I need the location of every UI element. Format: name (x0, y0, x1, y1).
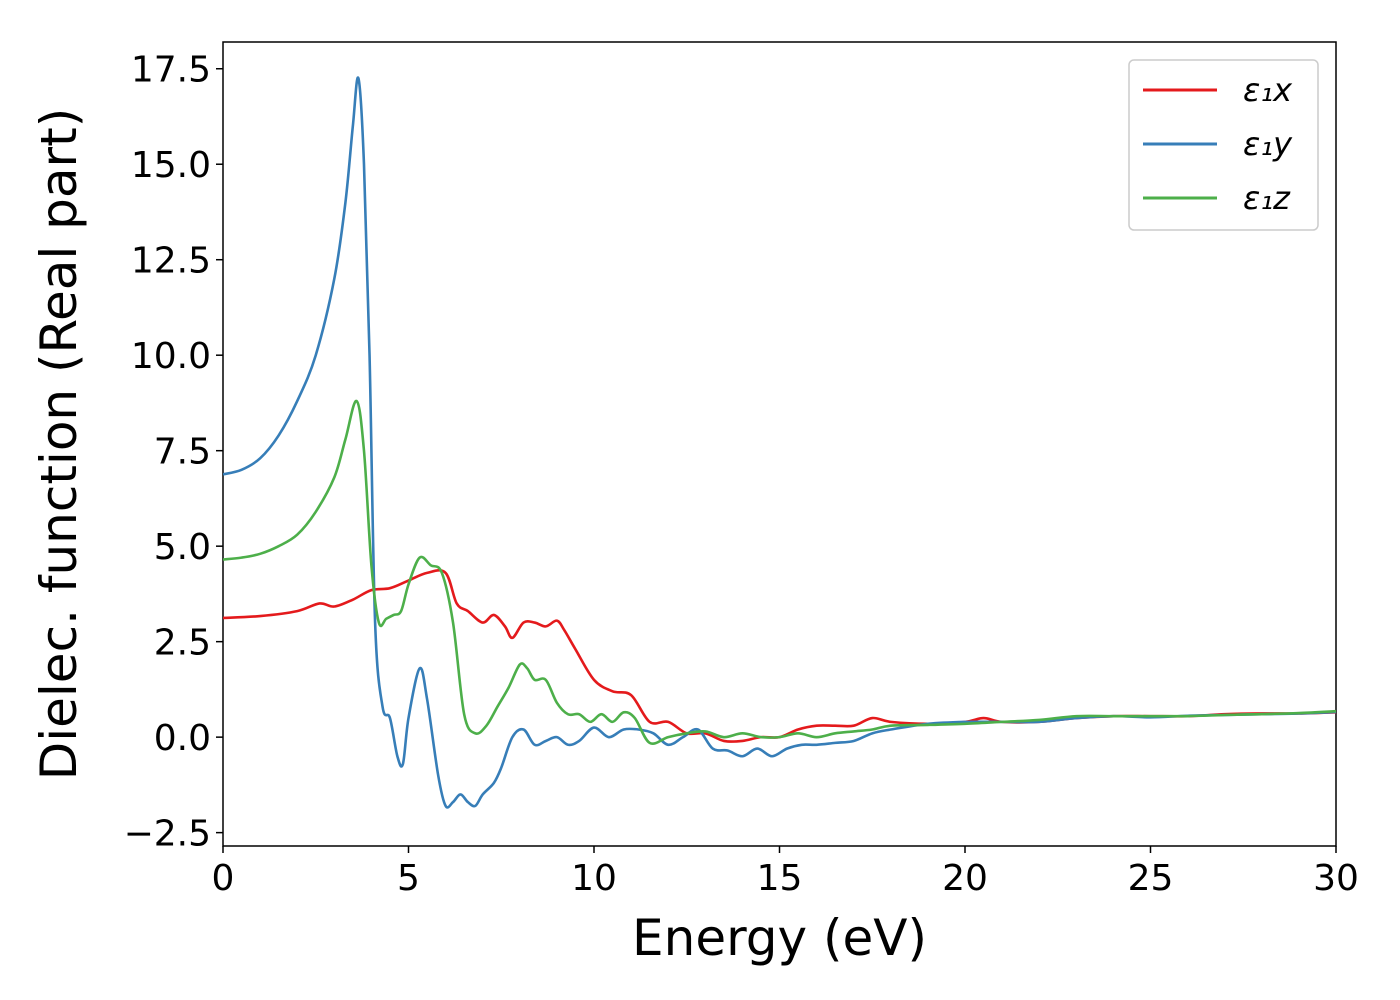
x-tick-label: 25 (1128, 858, 1174, 899)
x-tick-label: 10 (571, 858, 617, 899)
legend-label: ε₁y (1243, 125, 1293, 163)
y-tick-label: −2.5 (124, 814, 211, 855)
y-tick-label: 2.5 (154, 623, 211, 664)
series-line-2 (223, 76, 1336, 809)
x-tick-label: 5 (397, 858, 420, 899)
legend: ε₁x ε₁y ε₁z (1128, 59, 1319, 231)
x-tick-label: 0 (212, 858, 235, 899)
x-tick-label: 30 (1313, 858, 1359, 899)
y-axis-label: Dielec. function (Real part) (30, 108, 88, 780)
x-tick-label: 20 (942, 858, 988, 899)
legend-label: ε₁x (1243, 71, 1293, 109)
y-axis-ticks: −2.5 0.0 2.5 5.0 7.5 10.0 12.5 15.0 17.5 (124, 50, 223, 855)
x-axis-label: Energy (eV) (632, 909, 927, 967)
legend-label: ε₁z (1243, 179, 1291, 217)
y-tick-label: 15.0 (131, 145, 211, 186)
legend-box (1128, 59, 1319, 231)
y-tick-label: 12.5 (131, 241, 211, 282)
series-line-3 (223, 399, 1336, 745)
y-tick-label: 17.5 (131, 50, 211, 91)
y-tick-label: 5.0 (154, 527, 211, 568)
y-tick-label: 0.0 (154, 718, 211, 759)
y-tick-label: 10.0 (131, 336, 211, 377)
series-layer (223, 76, 1336, 809)
x-axis-ticks: 0 5 10 15 20 25 30 (212, 846, 1359, 899)
y-tick-label: 7.5 (154, 432, 211, 473)
x-tick-label: 15 (757, 858, 803, 899)
